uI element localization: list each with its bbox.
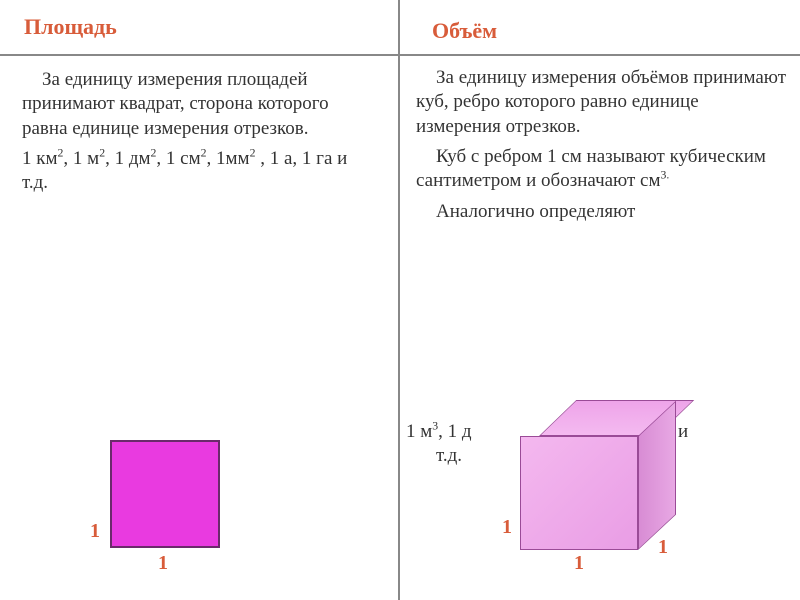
unit-cube xyxy=(520,400,670,550)
right-column: Объём За единицу измерения объёмов прини… xyxy=(400,0,800,600)
square-label-bottom: 1 xyxy=(158,552,168,575)
cube-figure: 1 1 1 xyxy=(520,400,670,550)
right-para-1: За единицу измерения объёмов принимают к… xyxy=(416,66,788,139)
cube-label-bottom: 1 xyxy=(574,552,584,575)
left-body: За единицу измерения площадей принимают … xyxy=(0,54,398,196)
right-title: Объём xyxy=(400,0,800,54)
right-para-3: Аналогично определяют xyxy=(416,200,788,224)
slide-container: Площадь За единицу измерения площадей пр… xyxy=(0,0,800,600)
left-units: 1 км2, 1 м2, 1 дм2, 1 см2, 1мм2 , 1 а, 1… xyxy=(22,147,376,196)
lastline-a: 1 м3, 1 д xyxy=(406,421,472,442)
left-para-1: За единицу измерения площадей принимают … xyxy=(22,68,376,141)
cube-front-face xyxy=(520,436,638,550)
left-column: Площадь За единицу измерения площадей пр… xyxy=(0,0,398,600)
cube-label-right: 1 xyxy=(658,536,668,559)
right-para-2: Куб с ребром 1 см называют кубическим са… xyxy=(416,145,788,194)
right-body: За единицу измерения объёмов принимают к… xyxy=(400,54,800,224)
cube-label-left: 1 xyxy=(502,516,512,539)
unit-square xyxy=(110,440,220,548)
square-label-left: 1 xyxy=(90,520,100,543)
left-title: Площадь xyxy=(0,0,398,54)
square-figure: 1 1 xyxy=(110,440,220,548)
